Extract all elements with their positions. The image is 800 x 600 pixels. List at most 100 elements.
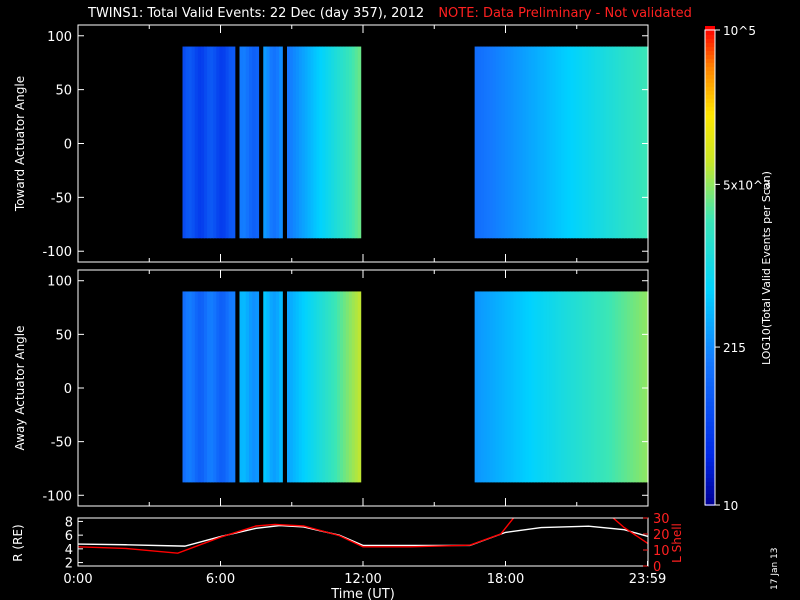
colorbar-swatch: [705, 189, 715, 195]
colorbar-swatch: [705, 153, 715, 159]
heatmap-cell: [579, 46, 583, 239]
y-tick-label: 4: [65, 543, 73, 558]
heatmap-cell: [573, 291, 577, 483]
heatmap-cell: [289, 291, 294, 483]
heatmap-cell: [304, 291, 309, 483]
heatmap-cell: [621, 46, 625, 239]
heatmap-cell: [588, 46, 592, 239]
x-tick-label: 12:00: [344, 572, 381, 587]
heatmap-cell: [615, 46, 619, 239]
colorbar-swatch: [705, 357, 715, 363]
colorbar-swatch: [705, 349, 715, 355]
colorbar-swatch: [705, 121, 715, 127]
heatmap-cell: [322, 46, 326, 239]
colorbar-swatch: [705, 181, 715, 187]
colorbar-swatch: [705, 81, 715, 87]
heatmap-cell: [534, 291, 538, 483]
heatmap-cell: [316, 46, 320, 239]
heatmap-cell: [477, 46, 482, 239]
y-tick-label-right: 30: [653, 512, 670, 527]
colorbar-swatch: [705, 117, 715, 123]
heatmap-cell: [633, 291, 637, 483]
heatmap-cell: [255, 46, 260, 239]
heatmap-cell: [498, 291, 503, 483]
heatmap-cell: [298, 46, 303, 239]
colorbar-swatch: [705, 145, 715, 151]
y-tick-label: 100: [47, 275, 72, 290]
colorbar-swatch: [705, 217, 715, 223]
heatmap-cell: [219, 46, 224, 239]
heatmap-cell: [204, 46, 208, 239]
heatmap-cell: [292, 46, 297, 239]
colorbar-swatch: [705, 341, 715, 347]
colorbar-swatch: [705, 69, 715, 75]
heatmap-cell: [594, 46, 598, 239]
heatmap-cell: [549, 46, 553, 239]
y-tick-label: 100: [47, 30, 72, 45]
heatmap-cell: [588, 291, 592, 483]
colorbar-swatch: [705, 433, 715, 439]
colorbar-swatch: [705, 329, 715, 335]
colorbar-swatch: [705, 265, 715, 271]
colorbar-swatch: [705, 337, 715, 343]
heatmap-cell: [194, 291, 199, 483]
heatmap-cell: [582, 291, 586, 483]
colorbar-swatch: [705, 281, 715, 287]
y-axis-label: Toward Actuator Angle: [13, 76, 27, 212]
heatmap-cell: [213, 291, 217, 483]
heatmap-cell: [182, 46, 187, 239]
heatmap-cell: [627, 46, 631, 239]
colorbar: 10 215 5x10^3 10^5 LOG10(Total Valid Events …: [704, 24, 773, 513]
heatmap-cell: [266, 291, 271, 483]
heatmap-cell: [242, 291, 247, 483]
heatmap-cell: [272, 291, 277, 483]
colorbar-swatch: [705, 93, 715, 99]
heatmap-cell: [249, 291, 253, 483]
heatmap-cell: [495, 46, 500, 239]
colorbar-swatch: [705, 497, 715, 503]
colorbar-swatch: [705, 205, 715, 211]
colorbar-swatch: [705, 161, 715, 167]
colorbar-swatch: [705, 369, 715, 375]
heatmap-cell: [483, 46, 488, 239]
y-axis-label: R (RE): [11, 524, 25, 561]
colorbar-swatch: [705, 173, 715, 179]
colorbar-swatch: [705, 89, 715, 95]
colorbar-swatch: [705, 73, 715, 79]
colorbar-swatch: [705, 177, 715, 183]
heatmap-cell: [585, 46, 589, 239]
heatmap-cell: [275, 46, 280, 239]
colorbar-swatch: [705, 297, 715, 303]
heatmap-cell: [340, 46, 344, 239]
heatmap-cell: [558, 46, 562, 239]
colorbar-swatch: [705, 209, 715, 215]
heatmap-cell: [504, 46, 509, 239]
heatmap-cell: [549, 291, 553, 483]
heatmap-cell: [507, 46, 512, 239]
heatmap-cell: [546, 291, 550, 483]
heatmap-cell: [519, 291, 524, 483]
colorbar-swatch: [705, 477, 715, 483]
colorbar-swatch: [705, 441, 715, 447]
heatmap-cell: [546, 46, 550, 239]
heatmap-cell: [207, 291, 211, 483]
heatmap-cell: [600, 291, 604, 483]
heatmap-cell: [645, 46, 649, 239]
colorbar-swatch: [705, 445, 715, 451]
heatmap-cell: [621, 291, 625, 483]
heatmap-cell: [219, 291, 224, 483]
series-line: [78, 518, 648, 554]
colorbar-swatch: [705, 261, 715, 267]
heatmap-cell: [630, 46, 634, 239]
heatmap-cell: [334, 46, 338, 239]
heatmap-cell: [477, 291, 482, 483]
heatmap-cell: [322, 291, 326, 483]
heatmap-cell: [182, 291, 187, 483]
title-text: TWINS1: Total Valid Events: 22 Dec (day …: [88, 6, 425, 21]
colorbar-swatch: [705, 401, 715, 407]
heatmap-cell: [510, 291, 515, 483]
colorbar-swatch: [705, 129, 715, 135]
colorbar-swatch: [705, 429, 715, 435]
heatmap-cell: [558, 291, 562, 483]
